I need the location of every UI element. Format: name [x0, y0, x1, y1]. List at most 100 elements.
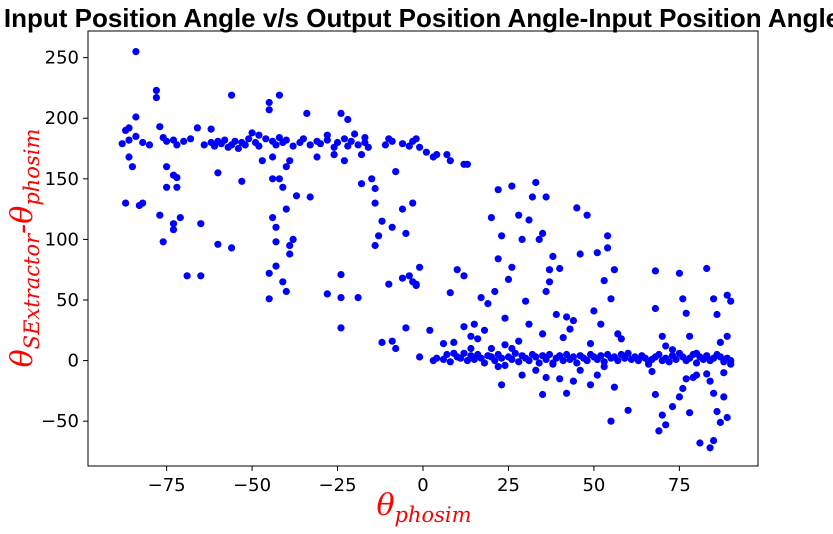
data-point	[228, 244, 236, 252]
data-point	[679, 295, 687, 303]
data-point	[132, 113, 140, 121]
data-point	[563, 313, 571, 321]
data-point	[282, 163, 290, 171]
data-point	[398, 205, 407, 213]
data-point	[286, 250, 294, 258]
data-point	[716, 338, 725, 346]
data-point	[494, 186, 502, 194]
data-point	[525, 216, 533, 224]
data-point	[282, 136, 290, 144]
y-tick-label: 50	[56, 290, 79, 311]
data-point	[398, 140, 407, 148]
data-point	[197, 220, 205, 228]
data-point	[265, 98, 273, 107]
data-point	[272, 141, 280, 149]
data-point	[272, 262, 280, 270]
data-point	[426, 326, 434, 334]
data-point	[258, 157, 266, 165]
data-point	[125, 136, 133, 144]
data-point	[337, 109, 345, 117]
data-point	[333, 138, 342, 147]
data-point	[375, 232, 383, 240]
data-point	[723, 413, 731, 422]
data-point	[402, 229, 410, 237]
data-point	[501, 341, 509, 349]
data-point	[388, 137, 396, 145]
data-point	[662, 421, 670, 429]
data-point	[597, 320, 605, 328]
data-point	[573, 359, 581, 367]
data-point	[604, 244, 612, 252]
data-point	[330, 151, 338, 159]
data-point	[275, 175, 283, 183]
data-point	[559, 357, 567, 365]
data-point	[282, 205, 290, 213]
data-point	[398, 274, 407, 282]
data-point	[480, 326, 489, 334]
data-point	[706, 377, 714, 385]
data-point	[498, 381, 506, 389]
data-point	[474, 335, 482, 343]
data-point	[368, 175, 376, 183]
data-point	[713, 407, 721, 416]
data-point	[672, 355, 680, 363]
data-point	[385, 280, 393, 288]
data-point	[234, 144, 242, 153]
data-point	[392, 168, 400, 176]
data-point	[323, 136, 331, 144]
data-point	[696, 439, 704, 447]
data-point	[706, 444, 714, 452]
data-point	[463, 160, 471, 168]
data-point	[118, 140, 126, 148]
data-point	[378, 338, 386, 346]
data-point	[460, 349, 468, 357]
data-point	[193, 124, 201, 132]
y-axis-label-sub1: SExtractor	[20, 232, 44, 349]
data-point	[125, 153, 133, 161]
data-point	[340, 157, 348, 165]
data-point	[282, 287, 290, 296]
y-tick-label: 100	[45, 229, 79, 250]
data-point	[692, 371, 701, 379]
data-point	[272, 223, 280, 231]
data-point	[552, 310, 560, 319]
data-point	[692, 359, 701, 367]
data-point	[532, 178, 540, 187]
data-point	[122, 199, 130, 207]
data-point	[569, 317, 578, 325]
data-point	[686, 409, 694, 417]
data-point	[583, 211, 591, 219]
data-point	[412, 135, 420, 143]
y-axis: −50 0 50 100 150 200 250	[41, 48, 88, 432]
data-point	[679, 384, 687, 393]
data-point	[487, 344, 495, 353]
data-point	[231, 137, 239, 145]
data-point	[645, 358, 653, 366]
data-point	[306, 141, 314, 149]
data-point	[351, 130, 359, 138]
x-axis-label-main: θ	[376, 488, 394, 523]
data-point	[710, 389, 718, 397]
data-point	[180, 137, 188, 145]
data-point	[416, 353, 424, 361]
x-tick-label: 50	[582, 475, 605, 496]
data-point	[378, 217, 386, 225]
data-point	[675, 393, 684, 401]
data-point	[597, 352, 605, 360]
data-point	[604, 232, 612, 240]
data-point	[139, 138, 147, 147]
data-point	[600, 277, 608, 285]
x-axis-label: θphosim	[376, 488, 471, 527]
data-point	[662, 342, 670, 350]
data-point	[720, 393, 728, 401]
data-point	[528, 193, 537, 201]
data-point	[590, 307, 598, 315]
data-point	[446, 289, 454, 297]
data-point	[559, 334, 567, 342]
data-point	[169, 226, 178, 234]
data-point	[703, 370, 711, 378]
data-point	[214, 169, 222, 177]
data-point	[135, 201, 143, 210]
data-point	[460, 323, 468, 331]
data-point	[713, 310, 721, 319]
